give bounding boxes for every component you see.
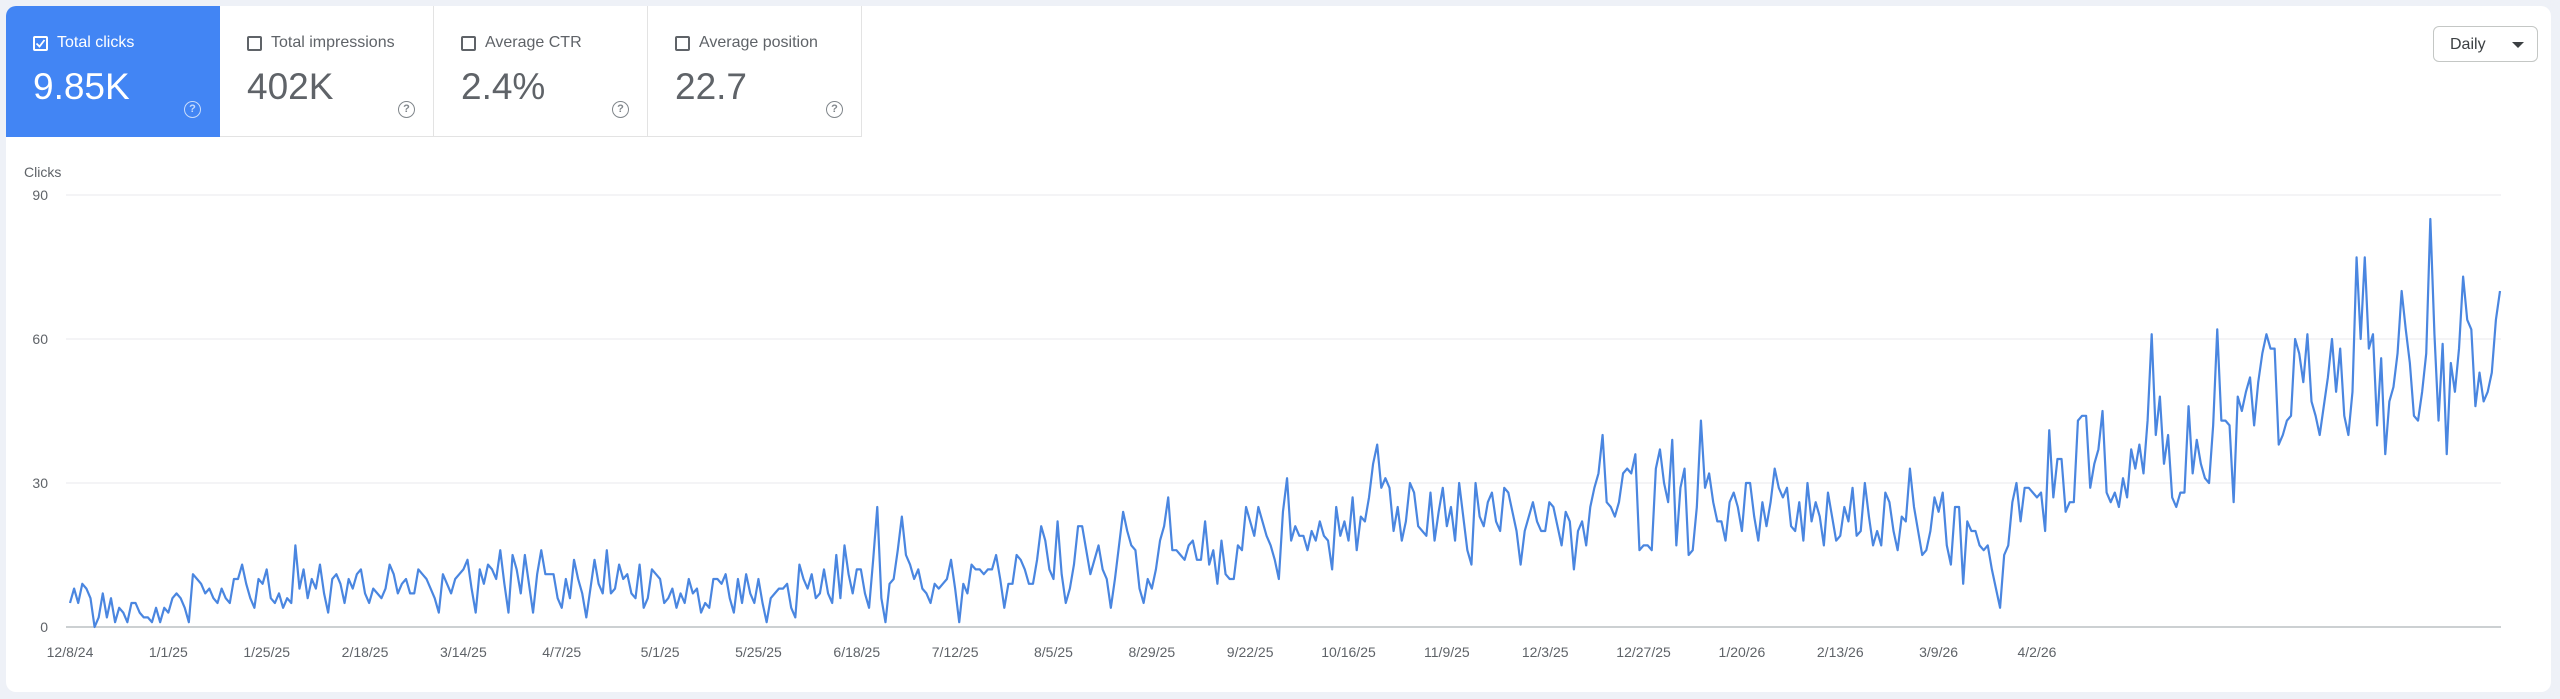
metric-tile-total-clicks[interactable]: Total clicks 9.85K ? xyxy=(6,6,220,137)
x-tick-labels: 12/8/24 1/1/25 1/25/25 2/18/25 3/14/25 4/7/25… xyxy=(47,644,2057,660)
x-tick-label: 1/25/25 xyxy=(243,644,290,660)
metric-value: 9.85K xyxy=(33,66,130,107)
period-select[interactable]: Daily xyxy=(2433,26,2538,62)
y-tick-labels: 0 30 60 90 xyxy=(32,187,48,635)
gridlines xyxy=(66,194,2501,628)
x-tick-label: 10/16/25 xyxy=(1321,644,1376,660)
y-tick-label: 60 xyxy=(32,331,48,347)
x-tick-label: 11/9/25 xyxy=(1424,644,1470,660)
period-label: Daily xyxy=(2450,36,2486,53)
series-layer xyxy=(68,217,2502,629)
y-tick-label: 0 xyxy=(40,619,48,635)
x-tick-label: 5/1/25 xyxy=(641,644,680,660)
x-tick-label: 12/3/25 xyxy=(1522,644,1569,660)
y-axis-label: Clicks xyxy=(24,164,61,180)
x-tick-label: 12/8/24 xyxy=(47,644,94,660)
y-tick-label: 30 xyxy=(32,475,48,491)
x-tick-label: 9/22/25 xyxy=(1227,644,1274,660)
metric-value: 2.4% xyxy=(461,66,546,107)
help-icon[interactable]: ? xyxy=(612,101,629,118)
metric-label: Average position xyxy=(699,34,818,51)
y-tick-label: 90 xyxy=(32,187,48,203)
metric-tiles: Total clicks 9.85K ? Total impressions 4… xyxy=(6,6,862,137)
x-tick-label: 2/18/25 xyxy=(342,644,389,660)
help-icon[interactable]: ? xyxy=(398,101,415,118)
x-tick-label: 1/1/25 xyxy=(149,644,188,660)
metric-value: 22.7 xyxy=(675,66,748,107)
metric-tile-average-position[interactable]: Average position 22.7 ? xyxy=(648,6,862,137)
x-tick-label: 6/18/25 xyxy=(833,644,880,660)
checkbox-checked-icon[interactable] xyxy=(33,36,48,51)
x-tick-label: 5/25/25 xyxy=(735,644,782,660)
metric-tile-average-ctr[interactable]: Average CTR 2.4% ? xyxy=(434,6,648,137)
x-tick-label: 4/2/26 xyxy=(2017,644,2056,660)
x-tick-label: 8/5/25 xyxy=(1034,644,1073,660)
x-tick-label: 4/7/25 xyxy=(542,644,581,660)
clicks-line-chart: Clicks 0 30 60 90 12/8/24 1/1/25 1/25/25 2/18/… xyxy=(24,164,2502,660)
metric-label: Total impressions xyxy=(271,34,395,51)
x-tick-label: 8/29/25 xyxy=(1128,644,1175,660)
x-tick-label: 12/27/25 xyxy=(1616,644,1671,660)
metric-tile-total-impressions[interactable]: Total impressions 402K ? xyxy=(220,6,434,137)
checkbox-icon[interactable] xyxy=(461,36,476,51)
metric-value: 402K xyxy=(247,66,334,107)
caret-down-icon xyxy=(2512,42,2524,48)
metric-label: Average CTR xyxy=(485,34,582,51)
performance-card: Total clicks 9.85K ? Total impressions 4… xyxy=(6,6,2551,692)
x-tick-label: 3/14/25 xyxy=(440,644,487,660)
metric-label: Total clicks xyxy=(57,34,135,51)
x-tick-label: 7/12/25 xyxy=(932,644,979,660)
series-line xyxy=(68,217,2502,629)
x-tick-label: 1/20/26 xyxy=(1719,644,1766,660)
help-icon[interactable]: ? xyxy=(826,101,843,118)
checkbox-icon[interactable] xyxy=(675,36,690,51)
help-icon[interactable]: ? xyxy=(184,101,201,118)
x-tick-label: 3/9/26 xyxy=(1919,644,1958,660)
x-tick-label: 2/13/26 xyxy=(1817,644,1864,660)
checkbox-icon[interactable] xyxy=(247,36,262,51)
